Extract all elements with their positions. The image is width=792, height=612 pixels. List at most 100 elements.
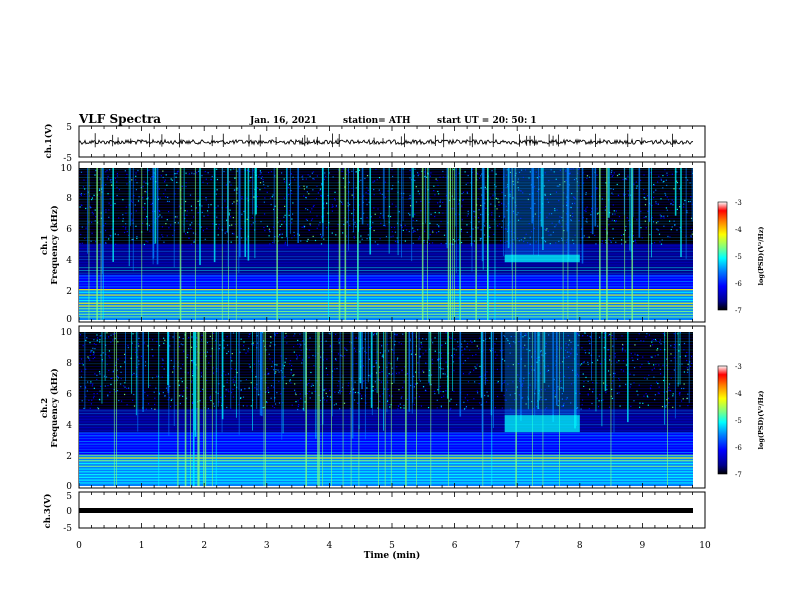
spectrogram-speckle (338, 342, 340, 344)
spectrogram-speckle (517, 374, 519, 376)
spectrogram-speckle (242, 396, 245, 398)
spectrogram-speckle (641, 237, 643, 239)
spectrogram-speckle (666, 399, 668, 401)
spectrogram-speckle (528, 243, 531, 246)
spectrogram-speckle (563, 403, 565, 405)
spectrogram-speckle (87, 191, 89, 193)
spectrogram-speckle (465, 407, 467, 409)
spectrogram-speckle (216, 216, 218, 218)
spectrogram-speckle (169, 385, 171, 387)
spectrogram-speckle (164, 189, 166, 191)
spectrogram-speckle (89, 205, 91, 207)
spectrogram-speckle (607, 334, 610, 336)
spectrogram-speckle (217, 234, 219, 236)
spectrogram-speckle (279, 220, 281, 222)
spectrogram-speckle (180, 343, 182, 345)
spectrogram-speckle (95, 343, 97, 346)
spectrogram-speckle (117, 234, 119, 236)
spectrogram-speckle (378, 176, 381, 179)
spectrogram-speckle (283, 197, 285, 199)
spectrogram-speckle (299, 333, 301, 335)
spectrogram-speckle (615, 338, 617, 340)
spectrogram-speckle (513, 399, 516, 401)
spectrogram-speckle (528, 222, 530, 225)
spectrogram-speckle (267, 373, 269, 375)
spectrogram-speckle (355, 363, 357, 365)
spectrogram-speckle (223, 347, 225, 349)
spectrogram-speckle (223, 339, 225, 341)
spectrogram-speckle (686, 351, 688, 354)
spectrogram-speckle (643, 188, 645, 191)
spectrogram-speckle (169, 405, 172, 408)
spectrogram-speckle (291, 404, 293, 406)
spectrogram-speckle (151, 355, 154, 357)
spectrogram-speckle (413, 386, 416, 388)
spectrogram-speckle (125, 177, 127, 179)
spectrogram-speckle (455, 404, 458, 406)
spectrogram-speckle (498, 215, 500, 217)
spectrogram-speckle (355, 171, 357, 173)
spectrogram-speckle (535, 405, 538, 408)
spectrogram-speckle (649, 387, 652, 389)
spectrogram-speckle (381, 355, 383, 358)
ch2-colorbar: -3 -4 -5 -6 -7 log(PSD)(V²/Hz) (717, 363, 765, 479)
ch3-ytick-bottom: -5 (63, 524, 72, 534)
spectrogram-speckle (260, 220, 262, 223)
spectrogram-speckle (649, 233, 651, 236)
spectrogram-speckle (553, 378, 555, 380)
spectrogram-speckle (657, 382, 659, 385)
spectrogram-speckle (99, 335, 101, 337)
spectrogram-speckle (648, 334, 651, 336)
spectrogram-speckle (162, 362, 164, 365)
spectrogram-speckle (285, 358, 287, 360)
spectrogram-speckle (517, 181, 519, 183)
spectrogram-speckle (517, 363, 519, 365)
spectrogram-speckle (307, 209, 309, 211)
spectrogram-speckle (512, 239, 514, 241)
spectrogram-speckle (452, 238, 454, 241)
spectrogram-speckle (670, 203, 672, 205)
spectrogram-speckle (145, 191, 148, 193)
spectrogram-speckle (636, 219, 638, 221)
spectrogram-speckle (144, 202, 146, 205)
spectrogram-speckle (159, 210, 161, 213)
spectrogram-speckle (566, 351, 569, 353)
spectrogram-band (79, 455, 693, 486)
spectrogram-speckle (618, 392, 620, 394)
spectrogram-speckle (461, 349, 463, 352)
spectrogram-speckle (668, 386, 670, 388)
spectrogram-speckle (292, 202, 294, 204)
spectrogram-speckle (663, 215, 665, 217)
spectrogram-speckle (536, 177, 538, 179)
spectrogram-speckle (686, 367, 688, 369)
spectrogram-speckle (538, 176, 541, 178)
spectrogram-speckle (424, 175, 426, 178)
spectrogram-speckle (402, 386, 404, 388)
spectrogram-speckle (104, 385, 106, 387)
spectrogram-speckle (424, 171, 426, 173)
spectrogram-speckle (182, 344, 184, 346)
spectrogram-speckle (662, 333, 664, 335)
spectrogram-speckle (285, 382, 287, 385)
spectrogram-speckle (662, 187, 664, 189)
spectrogram-speckle (304, 401, 306, 403)
spectrogram-speckle (227, 373, 230, 375)
spectrogram-speckle (349, 408, 351, 410)
spectrogram-speckle (285, 332, 287, 335)
spectrogram-speckle (250, 382, 252, 384)
spectrogram-speckle (596, 208, 598, 210)
spectrogram-speckle (652, 221, 655, 223)
spectrogram-speckle (425, 350, 427, 352)
spectrogram-speckle (206, 227, 208, 230)
spectrogram-speckle (589, 342, 591, 345)
spectrogram-speckle (125, 226, 127, 228)
spectrogram-speckle (518, 189, 520, 191)
spectrogram-speckle (176, 172, 178, 175)
spectrogram-speckle (643, 216, 645, 219)
spectrogram-speckle (380, 212, 382, 215)
spectrogram-speckle (289, 209, 291, 212)
spectrogram-speckle (193, 241, 195, 243)
spectrogram-speckle (186, 387, 188, 389)
spectrogram-speckle (108, 216, 110, 218)
spectrogram-speckle (409, 214, 411, 216)
